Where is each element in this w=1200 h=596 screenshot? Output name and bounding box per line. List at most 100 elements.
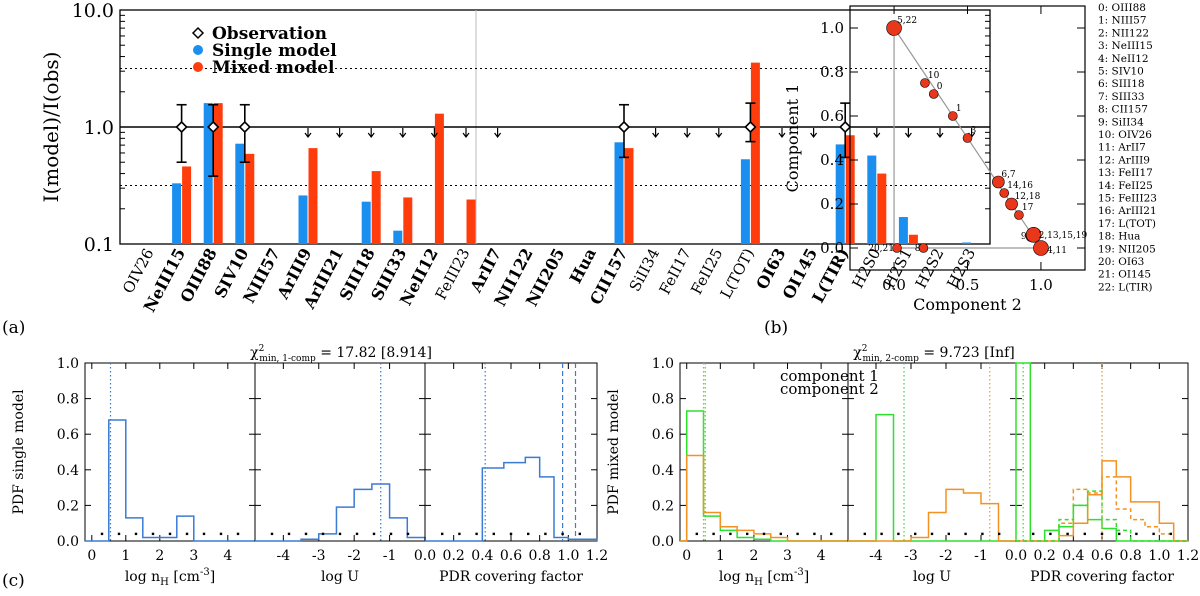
x-tick-label: 0.2 [443, 548, 465, 564]
bar-single [867, 155, 877, 244]
x-tick-label: 1.2 [586, 548, 608, 564]
upper-limit-arrow [810, 128, 818, 138]
x-tick-label: 0.8 [1120, 548, 1142, 564]
scatter-point [948, 111, 958, 121]
x-tick-label: 1.0 [1029, 276, 1053, 294]
grid-sample-dot [134, 532, 138, 536]
grid-sample-dot [1169, 532, 1172, 536]
upper-limit-arrow [336, 128, 344, 138]
legend-observation-marker [191, 26, 205, 40]
grid-sample-dot [1100, 532, 1104, 536]
scatter-point [1005, 197, 1018, 211]
x-tick-label: 1 [716, 548, 725, 564]
scatter-point [892, 243, 902, 253]
grid-sample-dot [236, 532, 240, 536]
panel-label-b: (b) [764, 318, 788, 338]
x-tick-label: 0.2 [1034, 548, 1056, 564]
x-tick-label: 0.6 [1091, 548, 1113, 564]
x-tick-label: 3 [783, 548, 792, 564]
y-tick-label: 0.4 [820, 151, 844, 169]
bar-single [740, 159, 750, 244]
pdf-histogram [425, 456, 598, 542]
x-tick-label: 4 [817, 548, 826, 564]
grid-sample-dot [998, 532, 1001, 536]
y-axis-label: Component 1 [783, 84, 802, 193]
x-tick-label: 0.8 [529, 548, 551, 564]
legend-component-1: component 1 [780, 367, 879, 385]
upper-limit-arrow [936, 128, 944, 138]
y-tick-label: 0.1 [84, 234, 114, 256]
x-tick-label: -2 [939, 548, 953, 564]
legend-item: 13: FeII17 [1098, 167, 1153, 179]
grid-sample-dot [492, 532, 495, 536]
bar-mixed [877, 173, 887, 244]
legend-component-2: component 2 [780, 380, 879, 398]
legend-item: 4: NeII12 [1098, 53, 1149, 65]
panel-c-mixed-model-pdf: χ2 min, 2-comp = 9.723 [Inf] PDF mixed mod… [606, 344, 1199, 588]
x-tick-label: -1 [383, 548, 397, 564]
y-tick-label: 0.0 [652, 534, 674, 550]
point-label: 0 [937, 82, 943, 92]
x-axis-label: log U [321, 569, 359, 585]
y-tick-label: 1.0 [820, 19, 844, 37]
y-axis-label: PDF mixed model [606, 389, 622, 515]
point-label: 6,7 [1001, 170, 1016, 180]
legend-item: 14: FeII25 [1098, 180, 1153, 192]
x-tick-label: -4 [277, 548, 291, 564]
grid-sample-dot [1066, 532, 1069, 536]
grid-sample-dot [964, 532, 967, 536]
pdf-histogram [255, 483, 426, 542]
scatter-point [928, 89, 939, 99]
legend-item: 9: SiII34 [1098, 116, 1144, 128]
y-tick-label: 0.8 [57, 392, 79, 408]
legend-item: 6: SIII18 [1098, 78, 1145, 90]
grid-sample-dot [947, 532, 950, 536]
pdf-histogram-component-1 [680, 454, 848, 542]
grid-sample-dot [287, 532, 291, 536]
legend-item: 11: ArII7 [1098, 142, 1146, 154]
bar-single [361, 201, 371, 244]
upper-limit-arrow [367, 128, 375, 138]
y-tick-label: 0.2 [652, 498, 674, 514]
upper-limit-arrow [430, 128, 438, 138]
x-tick-label: -4 [869, 548, 883, 564]
pdf-histogram-component-2 [848, 413, 1016, 542]
legend-item: 17: L(TOT) [1098, 218, 1156, 230]
legend-item: 3: NeIII15 [1098, 40, 1153, 52]
grid-sample-dot [561, 532, 564, 536]
x-axis-label: log nH [cm-3] [719, 567, 809, 588]
scatter-point [886, 20, 902, 36]
upper-limit-arrow [399, 128, 407, 138]
bar-mixed [182, 166, 192, 244]
legend-item: 16: ArIII21 [1098, 205, 1157, 217]
bar-mixed [466, 199, 476, 244]
bar-mixed [434, 113, 444, 244]
y-tick-label: 0.6 [652, 427, 674, 443]
grid-sample-dot [930, 532, 934, 536]
grid-sample-dot [527, 532, 530, 536]
y-tick-label: 1.0 [57, 356, 79, 372]
scatter-point [1033, 240, 1049, 256]
y-tick-label: 0.4 [652, 463, 674, 479]
grid-sample-dot [475, 532, 478, 536]
grid-sample-dot [406, 532, 410, 536]
grid-sample-dot [695, 532, 698, 536]
grid-sample-dot [441, 532, 444, 536]
x-tick-label: 2 [155, 548, 164, 564]
bar-single [298, 195, 308, 244]
upper-limit-arrow [715, 128, 723, 138]
x-tick-label: 0.4 [1062, 548, 1084, 564]
y-tick-label: 1.0 [84, 117, 114, 139]
scatter-point [962, 133, 973, 143]
bar-mixed [908, 234, 918, 244]
y-tick-label: 1.0 [652, 356, 674, 372]
bar-single [172, 183, 182, 244]
bar-mixed [624, 148, 634, 244]
x-axis-label: log nH [cm-3] [125, 567, 215, 588]
legend-item: 21: OI145 [1098, 269, 1151, 281]
bar-single [203, 103, 213, 244]
x-tick-label: 2 [749, 548, 758, 564]
scatter-point [992, 175, 1005, 189]
grid-sample-dot [863, 532, 866, 536]
grid-sample-dot [1032, 532, 1035, 536]
